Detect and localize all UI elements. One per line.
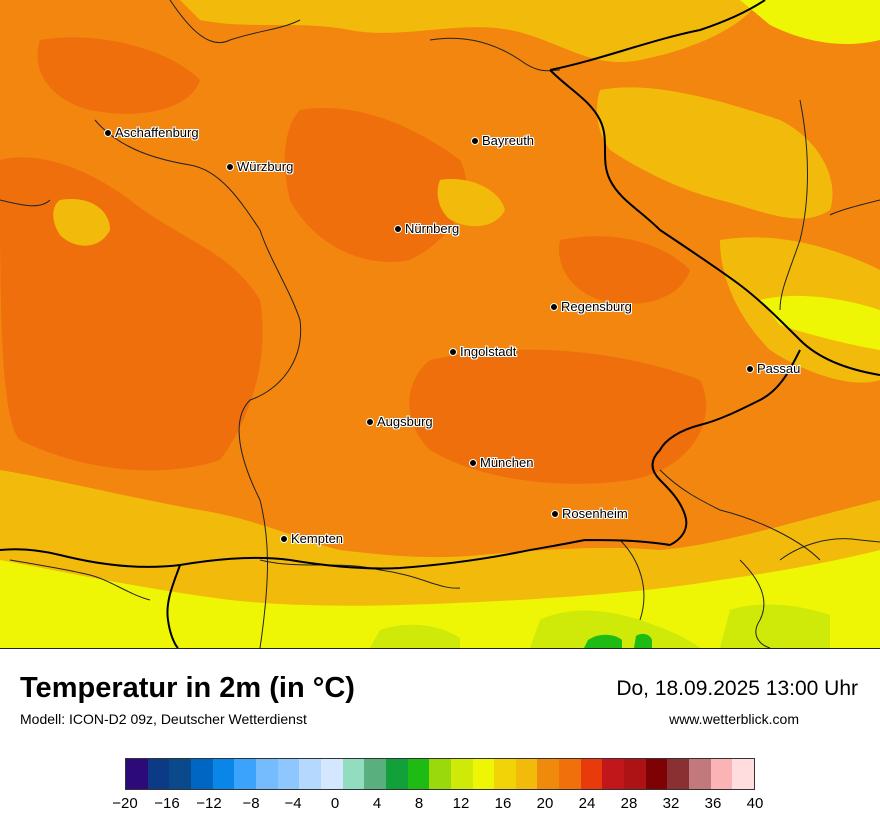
legend-swatch: [645, 759, 668, 789]
legend-swatch: [494, 759, 516, 789]
city-label: Nürnberg: [405, 221, 460, 237]
city-dot-icon: [551, 509, 559, 518]
legend-tick-label: 16: [494, 795, 512, 812]
legend-tick-label: −16: [154, 795, 180, 812]
city-dot-icon: [394, 224, 402, 233]
legend-tick-label: 20: [536, 795, 554, 812]
city-marker-ingolstadt: Ingolstadt: [449, 343, 516, 361]
city-marker-muenchen: München: [469, 454, 533, 472]
map-title: Temperatur in 2m (in °C): [20, 672, 355, 704]
legend-tick-label: −8: [242, 795, 260, 812]
city-marker-passau: Passau: [746, 360, 800, 378]
legend-swatch: [234, 759, 256, 789]
city-label: Kempten: [291, 531, 344, 547]
legend-tick-label: −4: [284, 795, 302, 812]
city-label: Bayreuth: [482, 133, 535, 149]
legend-tick-label: −12: [196, 795, 222, 812]
legend-tick-label: 40: [746, 795, 764, 812]
legend-swatch: [537, 759, 560, 789]
cool-areas: [0, 0, 880, 648]
state-borders: [0, 0, 880, 648]
legend-swatch: [407, 759, 430, 789]
legend-swatch: [190, 759, 213, 789]
legend-swatch: [710, 759, 733, 789]
legend-swatch: [559, 759, 581, 789]
color-scale-ticks: −20 −16 −12 −8 −4 0 4 8 12 16 20 24 28 32 36 40: [112, 795, 763, 817]
city-dot-icon: [469, 458, 477, 467]
legend-swatch: [320, 759, 343, 789]
legend-tick-label: 12: [452, 795, 470, 812]
city-label: Rosenheim: [562, 506, 628, 522]
city-label: Regensburg: [561, 299, 632, 315]
city-dot-icon: [226, 162, 234, 171]
city-dot-icon: [550, 302, 558, 311]
legend-swatch: [299, 759, 321, 789]
legend-swatch: [342, 759, 365, 789]
cold-peak-areas: [584, 633, 652, 648]
legend-tick-label: 8: [414, 795, 424, 812]
city-dot-icon: [366, 417, 374, 426]
forecast-datetime: Do, 18.09.2025 13:00 Uhr: [616, 677, 858, 700]
legend-swatch: [602, 759, 625, 789]
legend-swatch: [450, 759, 473, 789]
alpine-areas: [370, 604, 830, 648]
city-dot-icon: [280, 534, 288, 543]
website-link[interactable]: www.wetterblick.com: [669, 711, 799, 727]
city-dot-icon: [471, 136, 479, 145]
city-marker-rosenheim: Rosenheim: [551, 505, 628, 523]
city-dot-icon: [746, 364, 754, 373]
city-marker-wuerzburg: Würzburg: [226, 158, 293, 176]
temperature-map: Aschaffenburg Würzburg Bayreuth Nürnberg…: [0, 0, 880, 649]
legend-tick-label: 24: [578, 795, 596, 812]
legend-swatch: [515, 759, 538, 789]
city-label: Würzburg: [237, 159, 294, 175]
legend-tick-label: 0: [330, 795, 340, 812]
city-label: Aschaffenburg: [115, 125, 199, 141]
city-marker-aschaffenburg: Aschaffenburg: [104, 124, 199, 142]
city-label: Passau: [757, 361, 801, 377]
legend-swatch: [667, 759, 690, 789]
legend-tick-label: −20: [112, 795, 138, 812]
legend-swatch: [126, 759, 148, 789]
city-marker-regensburg: Regensburg: [550, 298, 632, 316]
legend-swatch: [472, 759, 495, 789]
legend-swatch: [580, 759, 603, 789]
city-label: Ingolstadt: [460, 344, 517, 360]
legend-swatch: [364, 759, 386, 789]
legend-swatch: [212, 759, 235, 789]
legend-swatch: [169, 759, 191, 789]
legend-swatch: [689, 759, 711, 789]
model-source: Modell: ICON-D2 09z, Deutscher Wetterdie…: [20, 711, 307, 727]
city-dot-icon: [449, 347, 457, 356]
legend-swatch: [255, 759, 278, 789]
legend-tick-label: 32: [662, 795, 680, 812]
legend-tick-label: 36: [704, 795, 722, 812]
legend-tick-label: 28: [620, 795, 638, 812]
legend-swatch: [429, 759, 451, 789]
city-marker-augsburg: Augsburg: [366, 413, 433, 431]
legend-swatch: [624, 759, 646, 789]
city-label: München: [480, 455, 534, 471]
legend-swatch: [277, 759, 300, 789]
legend-swatch: [147, 759, 170, 789]
city-marker-nuernberg: Nürnberg: [394, 220, 459, 238]
legend-swatch: [385, 759, 408, 789]
warm-areas: [0, 37, 707, 484]
city-marker-kempten: Kempten: [280, 530, 343, 548]
city-dot-icon: [104, 128, 112, 137]
legend-swatch: [732, 759, 755, 789]
city-label: Augsburg: [377, 414, 433, 430]
color-scale-legend: [125, 758, 755, 790]
map-canvas: [0, 0, 880, 648]
legend-tick-label: 4: [372, 795, 382, 812]
city-marker-bayreuth: Bayreuth: [471, 132, 534, 150]
